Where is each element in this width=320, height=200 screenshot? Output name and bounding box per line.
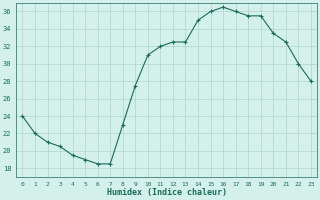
X-axis label: Humidex (Indice chaleur): Humidex (Indice chaleur)	[107, 188, 227, 197]
